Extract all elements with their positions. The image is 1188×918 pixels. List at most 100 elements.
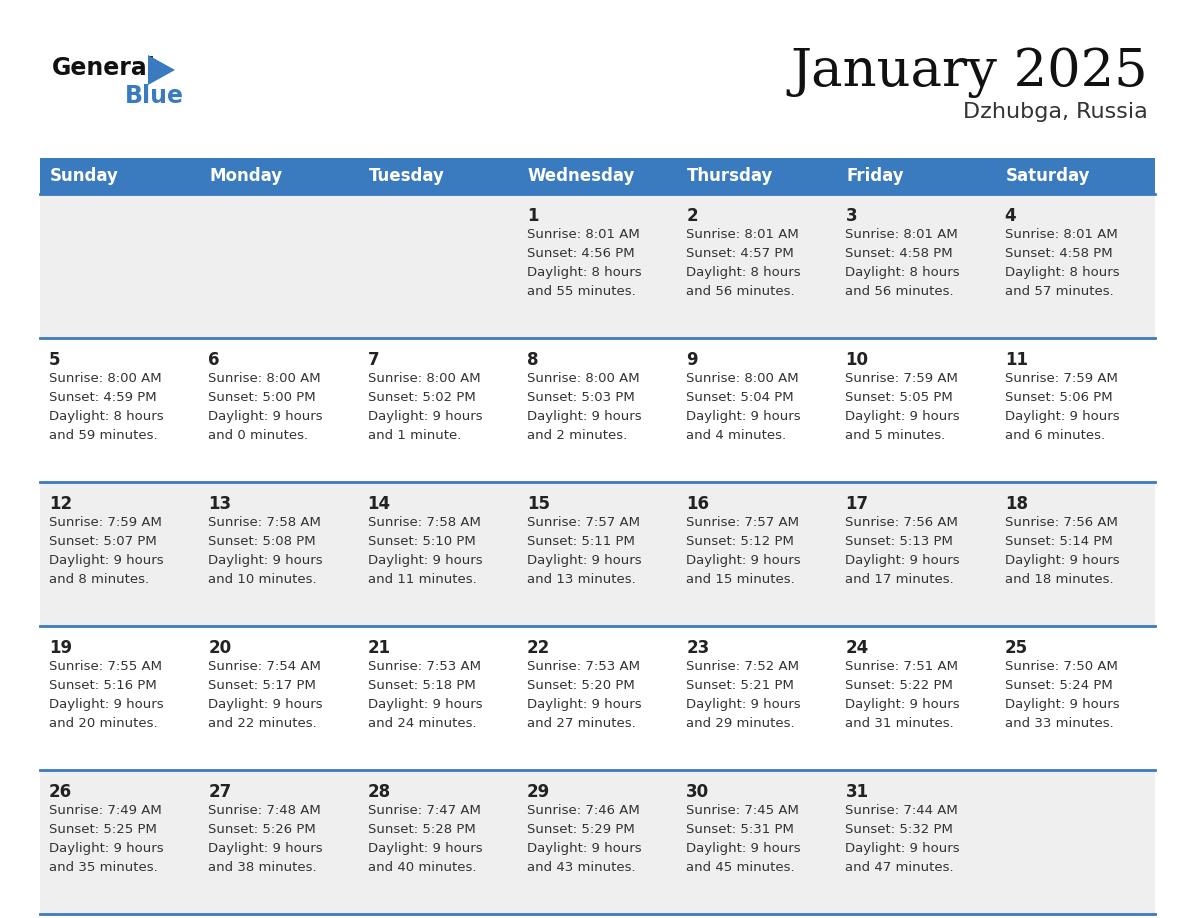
Text: 1: 1 — [526, 207, 538, 225]
Text: Sunrise: 7:59 AM: Sunrise: 7:59 AM — [49, 516, 162, 529]
Text: and 55 minutes.: and 55 minutes. — [526, 285, 636, 298]
Text: Sunrise: 7:56 AM: Sunrise: 7:56 AM — [1005, 516, 1118, 529]
Text: Sunrise: 8:00 AM: Sunrise: 8:00 AM — [367, 372, 480, 385]
Text: Sunset: 4:59 PM: Sunset: 4:59 PM — [49, 391, 157, 404]
Text: Sunset: 5:14 PM: Sunset: 5:14 PM — [1005, 535, 1112, 548]
Text: Tuesday: Tuesday — [368, 167, 444, 185]
Text: and 15 minutes.: and 15 minutes. — [687, 573, 795, 586]
Text: Sunrise: 8:00 AM: Sunrise: 8:00 AM — [526, 372, 639, 385]
Text: 20: 20 — [208, 639, 232, 657]
Text: Sunrise: 7:53 AM: Sunrise: 7:53 AM — [367, 660, 481, 673]
Text: Sunrise: 7:56 AM: Sunrise: 7:56 AM — [846, 516, 959, 529]
Text: Sunset: 5:24 PM: Sunset: 5:24 PM — [1005, 679, 1112, 692]
Text: Daylight: 9 hours: Daylight: 9 hours — [526, 410, 642, 423]
Text: Daylight: 9 hours: Daylight: 9 hours — [526, 698, 642, 711]
Text: Daylight: 9 hours: Daylight: 9 hours — [208, 554, 323, 567]
Text: Sunset: 4:57 PM: Sunset: 4:57 PM — [687, 247, 794, 260]
Text: Daylight: 9 hours: Daylight: 9 hours — [1005, 698, 1119, 711]
Text: and 18 minutes.: and 18 minutes. — [1005, 573, 1113, 586]
Text: Sunrise: 7:49 AM: Sunrise: 7:49 AM — [49, 804, 162, 817]
Text: 17: 17 — [846, 495, 868, 513]
Text: Daylight: 9 hours: Daylight: 9 hours — [208, 698, 323, 711]
Text: Daylight: 9 hours: Daylight: 9 hours — [367, 554, 482, 567]
Text: and 33 minutes.: and 33 minutes. — [1005, 717, 1113, 730]
Text: 10: 10 — [846, 351, 868, 369]
Bar — [40, 482, 1155, 626]
Text: 6: 6 — [208, 351, 220, 369]
Text: Daylight: 9 hours: Daylight: 9 hours — [208, 410, 323, 423]
Text: Sunrise: 7:45 AM: Sunrise: 7:45 AM — [687, 804, 800, 817]
Text: Sunset: 4:58 PM: Sunset: 4:58 PM — [846, 247, 953, 260]
Text: and 45 minutes.: and 45 minutes. — [687, 861, 795, 874]
Text: Sunset: 5:31 PM: Sunset: 5:31 PM — [687, 823, 794, 836]
Text: Daylight: 9 hours: Daylight: 9 hours — [846, 410, 960, 423]
Text: and 29 minutes.: and 29 minutes. — [687, 717, 795, 730]
Text: and 6 minutes.: and 6 minutes. — [1005, 429, 1105, 442]
Text: Daylight: 8 hours: Daylight: 8 hours — [526, 266, 642, 279]
Text: General: General — [52, 56, 156, 80]
Text: 9: 9 — [687, 351, 697, 369]
Text: 30: 30 — [687, 783, 709, 801]
Text: and 43 minutes.: and 43 minutes. — [526, 861, 636, 874]
Bar — [40, 770, 1155, 914]
Text: Sunset: 4:56 PM: Sunset: 4:56 PM — [526, 247, 634, 260]
Text: and 17 minutes.: and 17 minutes. — [846, 573, 954, 586]
Text: Sunset: 5:13 PM: Sunset: 5:13 PM — [846, 535, 953, 548]
Text: Sunrise: 8:00 AM: Sunrise: 8:00 AM — [49, 372, 162, 385]
Text: 26: 26 — [49, 783, 72, 801]
Text: Daylight: 9 hours: Daylight: 9 hours — [49, 842, 164, 855]
Text: and 47 minutes.: and 47 minutes. — [846, 861, 954, 874]
Text: 28: 28 — [367, 783, 391, 801]
Text: Sunset: 5:08 PM: Sunset: 5:08 PM — [208, 535, 316, 548]
Text: Sunset: 5:21 PM: Sunset: 5:21 PM — [687, 679, 794, 692]
Text: Daylight: 9 hours: Daylight: 9 hours — [367, 698, 482, 711]
Text: Saturday: Saturday — [1006, 167, 1091, 185]
Text: Sunset: 5:20 PM: Sunset: 5:20 PM — [526, 679, 634, 692]
Text: Daylight: 9 hours: Daylight: 9 hours — [49, 554, 164, 567]
Text: Wednesday: Wednesday — [527, 167, 636, 185]
Text: Daylight: 9 hours: Daylight: 9 hours — [208, 842, 323, 855]
Text: 22: 22 — [526, 639, 550, 657]
Text: and 8 minutes.: and 8 minutes. — [49, 573, 150, 586]
Text: 3: 3 — [846, 207, 857, 225]
Text: Sunset: 5:00 PM: Sunset: 5:00 PM — [208, 391, 316, 404]
Text: 7: 7 — [367, 351, 379, 369]
Text: and 22 minutes.: and 22 minutes. — [208, 717, 317, 730]
Text: Sunset: 5:04 PM: Sunset: 5:04 PM — [687, 391, 794, 404]
Text: and 59 minutes.: and 59 minutes. — [49, 429, 158, 442]
Text: Sunrise: 7:55 AM: Sunrise: 7:55 AM — [49, 660, 162, 673]
Text: Sunset: 5:11 PM: Sunset: 5:11 PM — [526, 535, 634, 548]
Text: 12: 12 — [49, 495, 72, 513]
Text: 16: 16 — [687, 495, 709, 513]
Text: Sunrise: 7:46 AM: Sunrise: 7:46 AM — [526, 804, 639, 817]
Text: and 2 minutes.: and 2 minutes. — [526, 429, 627, 442]
Text: Sunrise: 7:44 AM: Sunrise: 7:44 AM — [846, 804, 959, 817]
Text: Sunset: 5:02 PM: Sunset: 5:02 PM — [367, 391, 475, 404]
Text: Sunset: 5:22 PM: Sunset: 5:22 PM — [846, 679, 953, 692]
Text: Sunset: 5:10 PM: Sunset: 5:10 PM — [367, 535, 475, 548]
Text: Sunset: 5:16 PM: Sunset: 5:16 PM — [49, 679, 157, 692]
Text: and 27 minutes.: and 27 minutes. — [526, 717, 636, 730]
Text: Daylight: 8 hours: Daylight: 8 hours — [846, 266, 960, 279]
Text: and 5 minutes.: and 5 minutes. — [846, 429, 946, 442]
Text: Daylight: 8 hours: Daylight: 8 hours — [49, 410, 164, 423]
Text: and 31 minutes.: and 31 minutes. — [846, 717, 954, 730]
Text: Sunset: 5:03 PM: Sunset: 5:03 PM — [526, 391, 634, 404]
Text: Sunrise: 8:01 AM: Sunrise: 8:01 AM — [1005, 228, 1118, 241]
Text: Sunset: 5:18 PM: Sunset: 5:18 PM — [367, 679, 475, 692]
Text: 18: 18 — [1005, 495, 1028, 513]
Text: Thursday: Thursday — [687, 167, 773, 185]
Text: 5: 5 — [49, 351, 61, 369]
Text: Sunset: 5:05 PM: Sunset: 5:05 PM — [846, 391, 953, 404]
Text: 21: 21 — [367, 639, 391, 657]
Text: Daylight: 9 hours: Daylight: 9 hours — [846, 842, 960, 855]
Text: Sunrise: 7:48 AM: Sunrise: 7:48 AM — [208, 804, 321, 817]
Text: Sunrise: 7:51 AM: Sunrise: 7:51 AM — [846, 660, 959, 673]
Text: Dzhubga, Russia: Dzhubga, Russia — [963, 102, 1148, 122]
Text: 25: 25 — [1005, 639, 1028, 657]
Text: Daylight: 9 hours: Daylight: 9 hours — [526, 554, 642, 567]
Text: and 56 minutes.: and 56 minutes. — [687, 285, 795, 298]
Text: and 40 minutes.: and 40 minutes. — [367, 861, 476, 874]
Text: Sunrise: 8:00 AM: Sunrise: 8:00 AM — [687, 372, 798, 385]
Text: Sunset: 5:29 PM: Sunset: 5:29 PM — [526, 823, 634, 836]
